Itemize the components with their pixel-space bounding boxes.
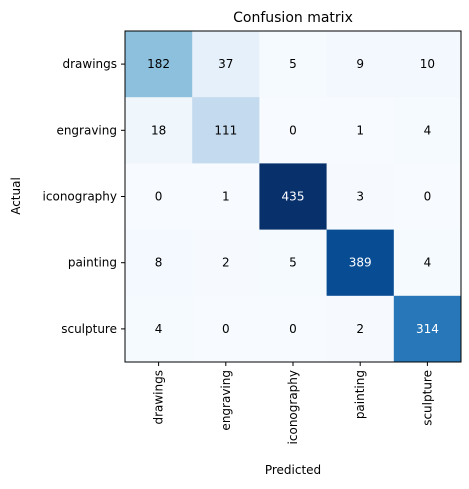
cell-value-label: 8 xyxy=(155,256,163,270)
heatmap-cell xyxy=(326,295,395,363)
cell-value-label: 4 xyxy=(155,322,163,336)
heatmap-cell xyxy=(192,229,260,297)
x-tick-label: iconography xyxy=(286,370,300,444)
y-tick-label: painting xyxy=(68,256,117,270)
heatmap-cell xyxy=(393,295,462,363)
heatmap-cell xyxy=(326,31,395,98)
cell-value-label: 435 xyxy=(282,190,305,204)
y-tick-label: iconography xyxy=(43,190,117,204)
cell-value-label: 314 xyxy=(416,322,439,336)
x-tick-label: drawings xyxy=(152,370,166,425)
heatmap-cell xyxy=(125,97,193,164)
y-tick-label: sculpture xyxy=(61,322,117,336)
chart-title: Confusion matrix xyxy=(233,10,353,26)
heatmap-cells xyxy=(125,31,462,363)
x-tick-label: engraving xyxy=(219,370,233,431)
x-axis-ticks: drawings engraving iconography painting scul… xyxy=(152,362,434,444)
cell-value-label: 5 xyxy=(289,57,297,71)
cell-value-label: 9 xyxy=(356,57,364,71)
heatmap-cell xyxy=(393,97,462,164)
x-tick-label: painting xyxy=(353,370,367,419)
heatmap-cell xyxy=(393,163,462,231)
cell-value-label: 0 xyxy=(155,190,163,204)
heatmap-cell xyxy=(125,229,193,297)
y-tick-label: engraving xyxy=(56,123,117,137)
heatmap-cell xyxy=(125,31,193,98)
heatmap-cell xyxy=(192,31,260,98)
cell-value-label: 1 xyxy=(356,123,364,137)
cell-value-label: 2 xyxy=(222,256,230,270)
heatmap-cell xyxy=(393,31,462,98)
x-tick-label: sculpture xyxy=(420,370,434,426)
cell-value-label: 0 xyxy=(424,190,432,204)
cell-value-label: 3 xyxy=(356,190,364,204)
cell-value-label: 0 xyxy=(222,322,230,336)
cell-value-label: 111 xyxy=(214,123,237,137)
cell-value-label: 4 xyxy=(424,256,432,270)
cell-value-label: 5 xyxy=(289,256,297,270)
heatmap-cell xyxy=(393,229,462,297)
y-axis-ticks: drawings engraving iconography painting scul… xyxy=(43,57,125,336)
heatmap-cell xyxy=(259,295,328,363)
cell-value-label: 37 xyxy=(218,57,233,71)
heatmap-cell xyxy=(326,163,395,231)
heatmap-cell xyxy=(125,295,193,363)
heatmap-cell xyxy=(259,97,328,164)
cell-value-label: 2 xyxy=(356,322,364,336)
heatmap-cell xyxy=(326,229,395,297)
heatmap-cell xyxy=(259,163,328,231)
cell-value-label: 182 xyxy=(147,57,170,71)
y-tick-label: drawings xyxy=(62,57,117,71)
heatmap-cell xyxy=(259,31,328,98)
cell-value-label: 0 xyxy=(289,123,297,137)
heatmap-cell xyxy=(326,97,395,164)
y-axis-label: Actual xyxy=(9,177,23,215)
cell-value-label: 1 xyxy=(222,190,230,204)
cell-value-label: 10 xyxy=(420,57,435,71)
cell-value-label: 389 xyxy=(349,256,372,270)
cell-value-label: 18 xyxy=(151,123,166,137)
heatmap-cell xyxy=(125,163,193,231)
heatmap-cell xyxy=(192,97,260,164)
heatmap-cell xyxy=(192,295,260,363)
x-axis-label: Predicted xyxy=(265,463,321,477)
cell-value-label: 0 xyxy=(289,322,297,336)
heatmap-cell xyxy=(259,229,328,297)
heatmap-cell xyxy=(192,163,260,231)
heatmap-cell-labels: 182 37 5 9 10 18 111 0 1 4 0 1 435 3 0 8 2 5 389 4 4 0 0 2 314 xyxy=(147,57,439,336)
cell-value-label: 4 xyxy=(424,123,432,137)
